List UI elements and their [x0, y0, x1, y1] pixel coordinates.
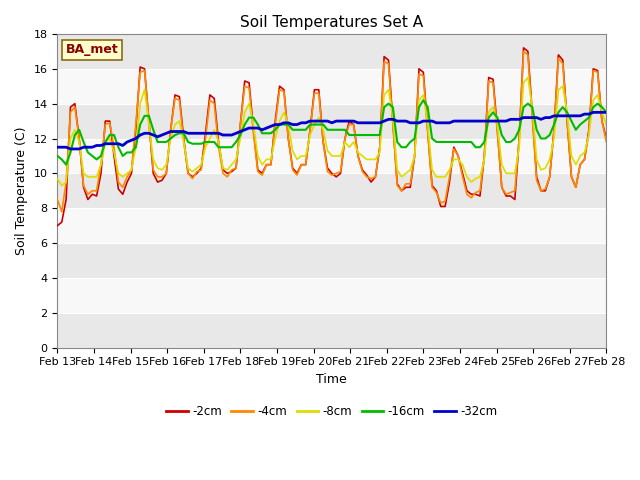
Text: BA_met: BA_met [66, 43, 118, 56]
Y-axis label: Soil Temperature (C): Soil Temperature (C) [15, 127, 28, 255]
Bar [58, 34, 606, 69]
Bar [58, 278, 606, 313]
Title: Soil Temperatures Set A: Soil Temperatures Set A [240, 15, 424, 30]
Bar [58, 139, 606, 173]
Legend: -2cm, -4cm, -8cm, -16cm, -32cm: -2cm, -4cm, -8cm, -16cm, -32cm [161, 401, 502, 423]
Bar [58, 173, 606, 208]
Bar [58, 313, 606, 348]
Bar [58, 243, 606, 278]
Bar [58, 69, 606, 104]
Bar [58, 104, 606, 139]
Bar [58, 208, 606, 243]
X-axis label: Time: Time [317, 373, 348, 386]
